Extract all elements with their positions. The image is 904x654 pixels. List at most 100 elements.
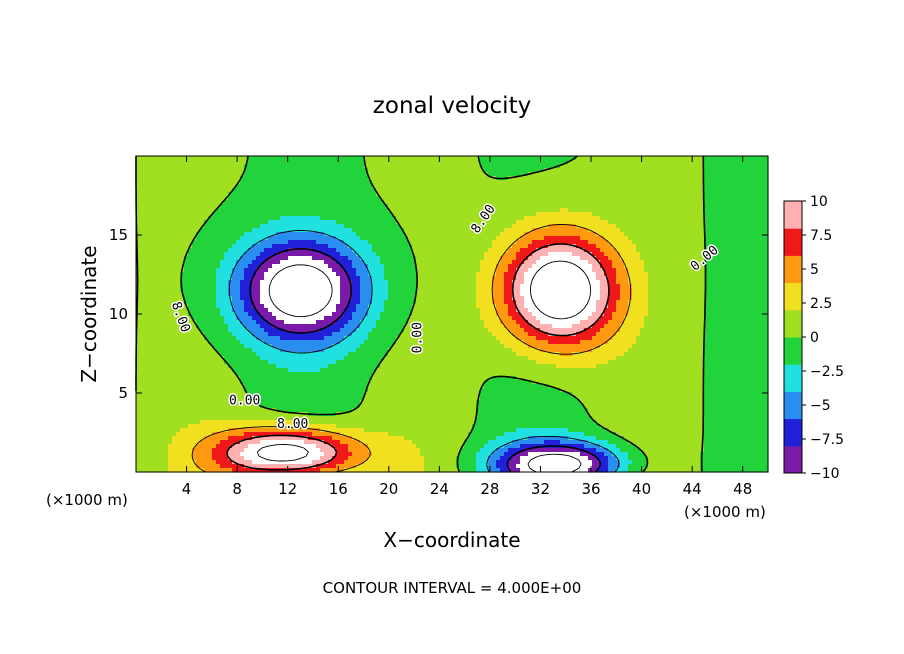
field-cell — [244, 276, 249, 281]
field-cell — [688, 272, 693, 277]
field-cell — [424, 272, 429, 277]
field-cell — [544, 156, 549, 161]
field-cell — [396, 228, 401, 233]
field-cell — [588, 220, 593, 225]
field-cell — [304, 212, 309, 217]
field-cell — [212, 236, 217, 241]
field-cell — [468, 216, 473, 221]
field-cell — [188, 232, 193, 237]
field-cell — [284, 208, 289, 213]
field-cell — [752, 224, 757, 229]
field-cell — [140, 276, 145, 281]
field-cell — [628, 160, 633, 165]
field-cell — [476, 228, 481, 233]
field-cell — [320, 168, 325, 173]
field-cell — [584, 156, 589, 161]
field-cell — [296, 268, 301, 273]
field-cell — [396, 224, 401, 229]
field-cell — [540, 240, 545, 245]
field-cell — [412, 192, 417, 197]
field-cell — [512, 252, 517, 257]
field-cell — [384, 208, 389, 213]
field-cell — [472, 168, 477, 173]
field-cell — [300, 168, 305, 173]
field-cell — [508, 172, 513, 177]
field-cell — [420, 280, 425, 285]
field-cell — [152, 228, 157, 233]
field-cell — [244, 156, 249, 161]
field-cell — [620, 232, 625, 237]
field-cell — [676, 276, 681, 281]
field-cell — [384, 236, 389, 241]
field-cell — [284, 164, 289, 169]
field-cell — [344, 260, 349, 265]
field-cell — [356, 232, 361, 237]
field-cell — [516, 160, 521, 165]
field-cell — [220, 240, 225, 245]
field-cell — [484, 188, 489, 193]
field-cell — [600, 212, 605, 217]
field-cell — [596, 156, 601, 161]
field-cell — [460, 232, 465, 237]
field-cell — [656, 236, 661, 241]
field-cell — [196, 220, 201, 225]
field-cell — [404, 252, 409, 257]
field-cell — [200, 192, 205, 197]
field-cell — [248, 264, 253, 269]
field-cell — [292, 176, 297, 181]
field-cell — [604, 252, 609, 257]
field-cell — [664, 256, 669, 261]
field-cell — [692, 196, 697, 201]
field-cell — [616, 188, 621, 193]
field-cell — [444, 156, 449, 161]
field-cell — [340, 260, 345, 265]
field-cell — [448, 260, 453, 265]
field-cell — [488, 184, 493, 189]
field-cell — [388, 168, 393, 173]
field-cell — [164, 172, 169, 177]
field-cell — [620, 204, 625, 209]
field-cell — [512, 212, 517, 217]
field-cell — [724, 268, 729, 273]
field-cell — [736, 156, 741, 161]
field-cell — [280, 252, 285, 257]
field-cell — [344, 224, 349, 229]
field-cell — [296, 264, 301, 269]
field-cell — [460, 212, 465, 217]
field-cell — [340, 172, 345, 177]
field-cell — [148, 260, 153, 265]
field-cell — [544, 268, 549, 273]
field-cell — [500, 228, 505, 233]
field-cell — [160, 160, 165, 165]
field-cell — [300, 256, 305, 261]
field-cell — [356, 172, 361, 177]
field-cell — [448, 224, 453, 229]
field-cell — [244, 268, 249, 273]
field-cell — [380, 252, 385, 257]
field-cell — [548, 276, 553, 281]
field-cell — [320, 192, 325, 197]
field-cell — [760, 224, 765, 229]
field-cell — [524, 228, 529, 233]
field-cell — [432, 156, 437, 161]
field-cell — [200, 240, 205, 245]
field-cell — [296, 168, 301, 173]
field-cell — [720, 168, 725, 173]
field-cell — [720, 196, 725, 201]
field-cell — [436, 200, 441, 205]
field-cell — [388, 192, 393, 197]
field-cell — [152, 204, 157, 209]
field-cell — [544, 212, 549, 217]
field-cell — [320, 188, 325, 193]
field-cell — [352, 220, 357, 225]
field-cell — [600, 244, 605, 249]
field-cell — [528, 180, 533, 185]
field-cell — [660, 252, 665, 257]
field-cell — [636, 200, 641, 205]
field-cell — [140, 216, 145, 221]
field-cell — [192, 224, 197, 229]
field-cell — [336, 176, 341, 181]
field-cell — [644, 192, 649, 197]
field-cell — [576, 184, 581, 189]
field-cell — [332, 208, 337, 213]
